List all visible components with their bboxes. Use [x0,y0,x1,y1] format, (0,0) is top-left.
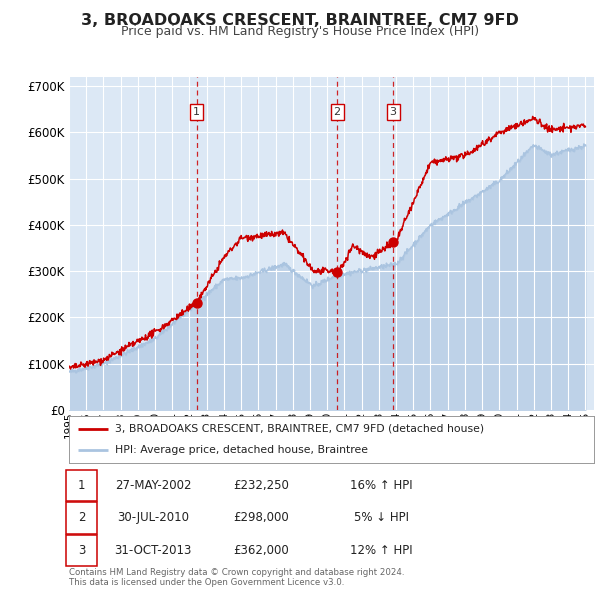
Text: 5% ↓ HPI: 5% ↓ HPI [353,511,409,525]
Text: HPI: Average price, detached house, Braintree: HPI: Average price, detached house, Brai… [115,445,368,455]
Text: Contains HM Land Registry data © Crown copyright and database right 2024.
This d: Contains HM Land Registry data © Crown c… [69,568,404,587]
Text: £298,000: £298,000 [233,511,289,525]
Text: £362,000: £362,000 [233,543,289,557]
Text: 1: 1 [193,107,200,117]
Text: 30-JUL-2010: 30-JUL-2010 [117,511,189,525]
Text: 3: 3 [78,543,85,557]
Text: 1: 1 [78,478,85,492]
Text: 2: 2 [78,511,85,525]
Text: £232,250: £232,250 [233,478,289,492]
Text: 16% ↑ HPI: 16% ↑ HPI [350,478,412,492]
Text: 3, BROADOAKS CRESCENT, BRAINTREE, CM7 9FD (detached house): 3, BROADOAKS CRESCENT, BRAINTREE, CM7 9F… [115,424,484,434]
Text: 2: 2 [334,107,341,117]
Text: 27-MAY-2002: 27-MAY-2002 [115,478,191,492]
Text: 3, BROADOAKS CRESCENT, BRAINTREE, CM7 9FD: 3, BROADOAKS CRESCENT, BRAINTREE, CM7 9F… [81,13,519,28]
Text: 31-OCT-2013: 31-OCT-2013 [115,543,191,557]
Text: 12% ↑ HPI: 12% ↑ HPI [350,543,412,557]
Text: Price paid vs. HM Land Registry's House Price Index (HPI): Price paid vs. HM Land Registry's House … [121,25,479,38]
Text: 3: 3 [389,107,397,117]
